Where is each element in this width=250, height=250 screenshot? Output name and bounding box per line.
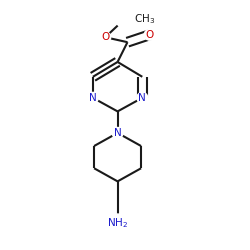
Text: CH$_3$: CH$_3$ bbox=[134, 12, 155, 26]
Circle shape bbox=[144, 29, 155, 40]
Circle shape bbox=[109, 214, 126, 231]
Text: O: O bbox=[146, 30, 154, 40]
Circle shape bbox=[112, 128, 123, 138]
Text: NH$_2$: NH$_2$ bbox=[107, 216, 128, 230]
Circle shape bbox=[137, 92, 148, 103]
Text: N: N bbox=[138, 93, 146, 103]
Text: N: N bbox=[114, 128, 122, 138]
Text: O: O bbox=[101, 32, 109, 42]
Circle shape bbox=[100, 32, 111, 43]
Circle shape bbox=[88, 92, 98, 103]
Text: N: N bbox=[89, 93, 97, 103]
Circle shape bbox=[116, 9, 134, 28]
